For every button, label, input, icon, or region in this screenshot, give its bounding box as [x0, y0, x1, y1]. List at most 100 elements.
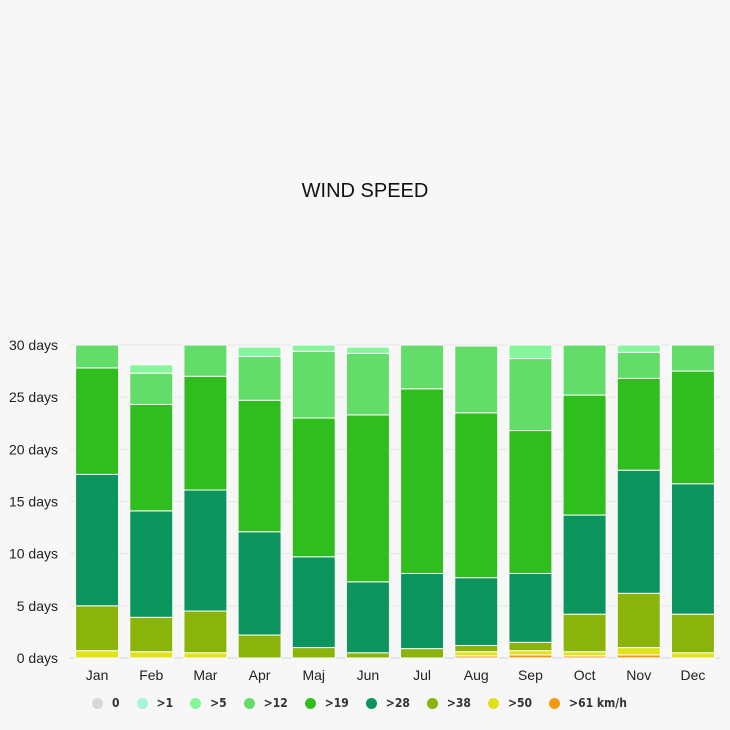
bar-segment[interactable] — [129, 616, 174, 653]
legend-item[interactable]: >28 — [365, 696, 410, 710]
bar-segment[interactable] — [183, 610, 228, 654]
bar-segment[interactable] — [129, 651, 174, 659]
bar-segment[interactable] — [237, 399, 282, 533]
legend-item[interactable]: >1 — [136, 696, 173, 710]
y-tick-label: 25 days — [9, 389, 58, 405]
bar-segment[interactable] — [562, 394, 607, 516]
legend-dot-icon — [304, 697, 316, 709]
bar-segment[interactable] — [129, 372, 174, 405]
bar-segment[interactable] — [183, 375, 228, 491]
bar-segment[interactable] — [562, 651, 607, 657]
legend-dot-icon — [487, 697, 499, 709]
bar-segment[interactable] — [237, 634, 282, 659]
bar-segment[interactable] — [454, 651, 499, 657]
y-tick-label: 15 days — [9, 494, 58, 510]
legend-dot-icon — [190, 697, 202, 709]
x-tick-label: Aug — [464, 667, 489, 683]
bar-segment[interactable] — [616, 377, 661, 471]
bar-segment[interactable] — [508, 430, 553, 574]
bar-segment[interactable] — [345, 414, 390, 583]
bar-segment[interactable] — [129, 510, 174, 618]
legend-dot-icon — [426, 697, 438, 709]
bar-segment[interactable] — [616, 647, 661, 656]
bar-segment[interactable] — [75, 367, 120, 475]
bar-segment[interactable] — [291, 417, 336, 558]
bar-segment[interactable] — [400, 572, 445, 650]
bar-segment[interactable] — [291, 647, 336, 659]
x-tick-label: Dec — [680, 667, 705, 683]
x-tick-label: Jan — [86, 667, 109, 683]
bar-segment[interactable] — [291, 344, 336, 352]
bar-segment[interactable] — [75, 650, 120, 659]
bar-segment[interactable] — [670, 652, 715, 659]
legend-item[interactable]: 0 — [92, 696, 120, 710]
bar-segment[interactable] — [508, 572, 553, 643]
bar-segment[interactable] — [508, 641, 553, 652]
y-tick-label: 30 days — [9, 337, 58, 353]
bar-segment[interactable] — [562, 514, 607, 615]
legend-item[interactable]: >5 — [190, 696, 227, 710]
bar-segment[interactable] — [562, 613, 607, 653]
bar-segment[interactable] — [616, 592, 661, 649]
bar-segment[interactable] — [291, 556, 336, 649]
chart-title: WIND SPEED — [301, 180, 429, 202]
legend-label: >28 — [385, 696, 410, 710]
bar-segment[interactable] — [237, 355, 282, 401]
bar-segment[interactable] — [454, 644, 499, 653]
bar-segment[interactable] — [237, 346, 282, 357]
bar-segment[interactable] — [345, 652, 390, 659]
bar-segment[interactable] — [616, 351, 661, 379]
bar-segment[interactable] — [75, 473, 120, 607]
legend-label: >61 km/h — [569, 696, 627, 710]
legend-item[interactable]: >19 — [304, 696, 349, 710]
bar-segment[interactable] — [508, 358, 553, 432]
legend-item[interactable]: >38 — [426, 696, 471, 710]
legend-dot-icon — [92, 697, 103, 709]
x-tick-label: Nov — [626, 667, 651, 683]
bar-segment[interactable] — [670, 370, 715, 485]
legend-item[interactable]: >50 — [487, 696, 533, 710]
bar-segment[interactable] — [183, 344, 228, 377]
bar-segment[interactable] — [454, 577, 499, 646]
y-tick-label: 10 days — [9, 546, 58, 562]
legend-label: 0 — [112, 696, 120, 710]
x-tick-label: Apr — [249, 667, 271, 683]
bar-segment[interactable] — [616, 469, 661, 594]
bar-segment[interactable] — [670, 613, 715, 654]
legend-item[interactable]: >61 km/h — [549, 696, 627, 710]
bar-segment[interactable] — [670, 483, 715, 615]
legend-dot-icon — [243, 697, 255, 709]
bar-segment[interactable] — [345, 581, 390, 654]
bar-segment[interactable] — [562, 344, 607, 396]
bar-segment[interactable] — [129, 403, 174, 512]
legend-item[interactable]: >12 — [243, 696, 288, 710]
bar-segment[interactable] — [345, 352, 390, 416]
legend-dot-icon — [365, 697, 377, 709]
legend-dot-icon — [136, 697, 148, 709]
legend: 0 >1 >5 >12 >19 >28 >38 >50 >61 km/h — [92, 696, 644, 710]
bar-segment[interactable] — [454, 345, 499, 414]
x-tick-label: Oct — [574, 667, 596, 683]
x-tick-label: Feb — [139, 667, 163, 683]
bar-segment[interactable] — [400, 344, 445, 390]
bar-segment[interactable] — [291, 350, 336, 419]
x-tick-label: Jul — [413, 667, 431, 683]
bar-segment[interactable] — [129, 364, 174, 374]
bar-segment[interactable] — [454, 412, 499, 579]
bar-segment[interactable] — [670, 344, 715, 372]
bar-segment[interactable] — [75, 605, 120, 652]
bar-segment[interactable] — [183, 489, 228, 612]
bar-segment[interactable] — [508, 650, 553, 656]
bar-segment[interactable] — [183, 652, 228, 659]
legend-label: >50 — [507, 696, 533, 710]
x-tick-label: Maj — [302, 667, 325, 683]
bar-segment[interactable] — [237, 531, 282, 636]
legend-label: >12 — [263, 696, 288, 710]
bar-segment[interactable] — [75, 344, 120, 369]
bar-segment[interactable] — [616, 344, 661, 353]
bar-segment[interactable] — [400, 388, 445, 574]
bar-segment[interactable] — [508, 344, 553, 360]
bar-segment[interactable] — [345, 346, 390, 354]
bar-segment[interactable] — [400, 648, 445, 659]
